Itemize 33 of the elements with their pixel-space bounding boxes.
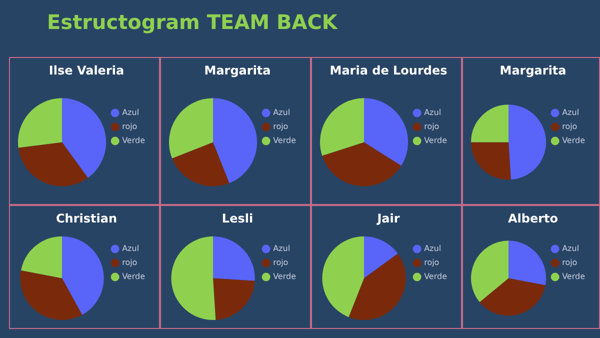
legend-label: Azul <box>424 244 442 254</box>
legend-label: Verde <box>122 136 146 146</box>
legend-label: Azul <box>273 244 290 254</box>
legend-label: Azul <box>424 108 442 118</box>
legend-label: Azul <box>562 244 580 254</box>
legend-label: Azul <box>122 108 140 118</box>
chart-title: Ilse Valeria <box>48 63 124 78</box>
chart-title: Alberto <box>508 211 558 226</box>
legend-label: Azul <box>562 108 580 118</box>
chart-title: Margarita <box>204 63 271 78</box>
chart-title: Jair <box>376 211 400 226</box>
text: Estructogram TEAM BACK <box>47 10 338 34</box>
legend-label: Verde <box>424 272 448 282</box>
chart-title: Christian <box>56 211 118 226</box>
chart-title: Lesli <box>222 211 254 226</box>
legend-label: rojo <box>424 122 440 132</box>
legend-label: Verde <box>273 272 296 282</box>
legend-label: Azul <box>122 244 140 254</box>
legend-label: Verde <box>562 136 586 146</box>
legend-label: Verde <box>122 272 146 282</box>
legend-label: Verde <box>424 136 448 146</box>
legend-label: rojo <box>562 122 578 132</box>
legend-label: rojo <box>424 258 440 268</box>
legend-label: Azul <box>273 108 290 118</box>
legend-label: rojo <box>122 122 138 132</box>
legend-label: rojo <box>273 258 288 268</box>
legend-label: rojo <box>122 258 138 268</box>
legend-label: rojo <box>273 122 288 132</box>
legend-label: rojo <box>562 258 578 268</box>
chart-title: Margarita <box>500 63 566 78</box>
chart-title: Maria de Lourdes <box>330 63 448 78</box>
legend-label: Verde <box>562 272 586 282</box>
legend-label: Verde <box>273 136 296 146</box>
